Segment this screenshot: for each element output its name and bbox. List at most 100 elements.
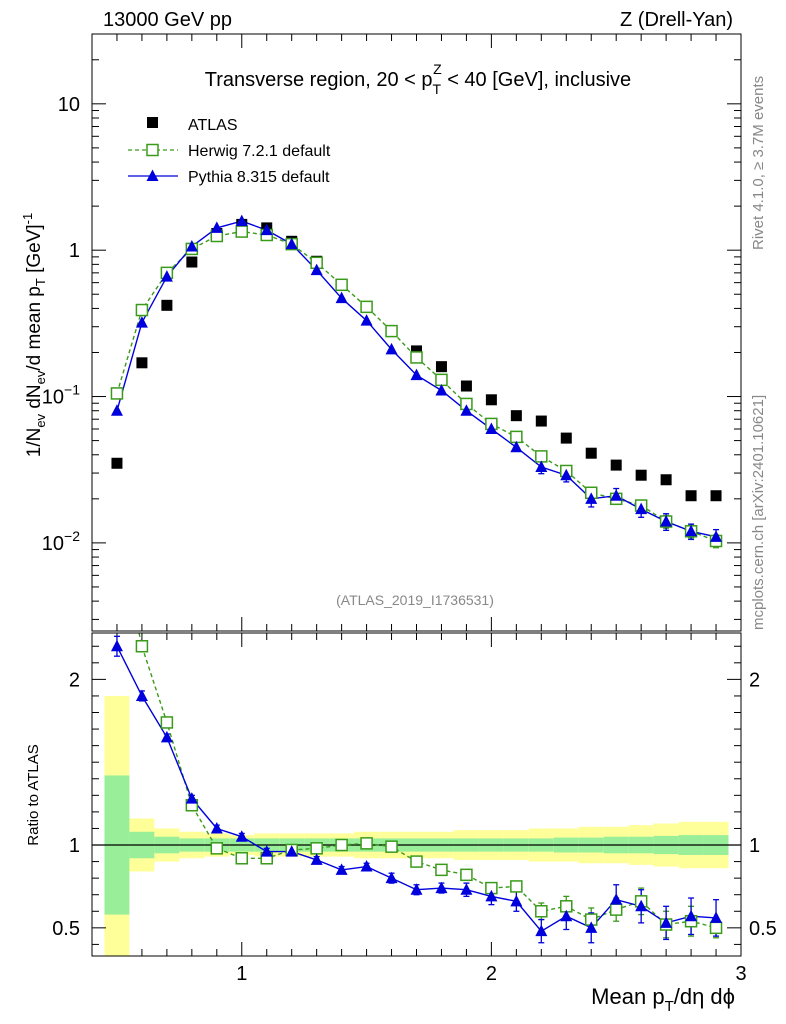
atlas-data-point: [485, 394, 497, 406]
pythia-main-point: [235, 214, 248, 227]
x-tick-label: 3: [735, 963, 746, 985]
herwig-ratio-line: [138, 633, 717, 929]
ratio-y-tick-label-left: 0.5: [52, 918, 80, 940]
main-panel-marks: [110, 214, 723, 549]
pythia-main-point: [460, 404, 473, 416]
pythia-main-point: [185, 239, 198, 252]
xlabel-part-b: /dη dϕ: [674, 984, 735, 1009]
main-y-tick-label: 10−1: [42, 382, 80, 409]
pythia-ratio-point: [510, 894, 523, 907]
herwig-main-point: [410, 351, 423, 364]
pythia-main-point: [710, 530, 723, 542]
pythia-main-point: [260, 223, 273, 236]
herwig-ratio-point: [135, 640, 149, 653]
herwig-ratio-point: [360, 837, 373, 850]
atlas-data-point: [560, 432, 572, 444]
herwig-main-point: [535, 450, 548, 463]
main-panel-background: 10 1 10−1 10−2: [42, 33, 741, 631]
ratio-panel-background: 0.5 0.5 1 1 2 2 1 2 3: [52, 633, 777, 985]
ratio-y-tick-label-right: 0.5: [749, 918, 777, 940]
pythia-ratio-point: [310, 853, 323, 865]
main-y-axis-label: 1/Nev dNev/d mean pT [GeV]-1: [20, 213, 48, 458]
herwig-ratio-point: [111, 525, 122, 536]
pythia-main-point: [135, 316, 148, 328]
ratio-y-tick-label-right: 1: [749, 835, 760, 857]
atlas-data-point: [585, 447, 597, 459]
herwig-main-point: [435, 373, 448, 387]
main-y-tick-base: 10: [42, 387, 64, 409]
pythia-main-point: [360, 314, 373, 326]
main-y-tick-label: 10−2: [42, 528, 80, 555]
atlas-data-point: [610, 459, 622, 471]
legend-label-atlas: ATLAS: [188, 117, 238, 134]
herwig-ratio-point: [709, 921, 723, 935]
legend-marker-pythia: [146, 169, 159, 181]
legend: ATLAS Herwig 7.2.1 default Pythia 8.315 …: [128, 117, 331, 186]
x-axis-label: Mean pT/dη dϕ: [591, 984, 735, 1015]
atlas-data-point: [111, 457, 123, 469]
pythia-ratio-point: [660, 916, 673, 928]
atlas-data-point: [161, 299, 173, 311]
herwig-ratio-point: [535, 905, 548, 918]
pythia-ratio-point: [160, 730, 173, 743]
pythia-main-point: [585, 492, 598, 504]
herwig-main-point: [510, 430, 523, 444]
herwig-main-line: [116, 230, 717, 542]
herwig-main-point: [385, 324, 398, 338]
ylabel-sub-2: ev: [33, 370, 48, 384]
main-y-tick-label: 1: [69, 240, 80, 262]
pythia-ratio-point: [135, 689, 148, 701]
herwig-ratio-point: [609, 903, 623, 916]
pythia-ratio-point: [610, 893, 623, 905]
herwig-ratio-point: [435, 863, 448, 877]
atlas-data-point: [186, 256, 198, 268]
herwig-ratio-point: [460, 868, 473, 882]
herwig-main-point: [335, 278, 348, 292]
pythia-ratio-point: [460, 883, 473, 895]
ratio-y-tick-label-left: 1: [69, 835, 80, 857]
pythia-main-point: [660, 515, 673, 527]
main-title-sub: T: [433, 81, 442, 97]
pythia-ratio-point: [185, 792, 198, 804]
herwig-ratio-point: [410, 855, 423, 868]
pythia-main-point: [485, 422, 498, 435]
pythia-main-point: [310, 263, 323, 276]
pythia-main-point: [385, 342, 398, 355]
pythia-main-point: [435, 383, 448, 396]
herwig-ratio-point: [510, 880, 523, 893]
herwig-ratio-point: [160, 716, 174, 729]
pythia-ratio-point: [360, 860, 373, 872]
ylabel-part-4: [GeV]: [24, 224, 45, 278]
atlas-data-point: [660, 474, 672, 486]
pythia-main-point: [110, 404, 123, 416]
pythia-main-point: [610, 489, 623, 501]
atlas-data-point: [136, 357, 148, 369]
pythia-ratio-point: [585, 921, 598, 933]
ratio-y-tick-label-right: 2: [749, 669, 760, 691]
pythia-main-point: [210, 221, 223, 233]
pythia-ratio-point: [485, 889, 498, 902]
x-tick-label: 1: [236, 963, 247, 985]
pythia-ratio-point: [710, 911, 723, 923]
rivet-version-label: Rivet 4.1.0, ≥ 3.7M events: [750, 76, 767, 250]
herwig-ratio-point: [310, 842, 323, 855]
herwig-main-point: [235, 225, 249, 238]
pythia-main-point: [635, 502, 648, 515]
herwig-ratio-point: [385, 840, 398, 853]
ylabel-sub-3: T: [33, 278, 48, 286]
ylabel-sup: -1: [20, 213, 35, 225]
herwig-ratio-point: [210, 842, 224, 855]
herwig-main-point: [360, 300, 373, 314]
ratio-y-tick-label-left: 2: [69, 669, 80, 691]
pythia-main-point: [510, 440, 523, 453]
header-right: Z (Drell-Yan): [620, 9, 733, 31]
pythia-ratio-point: [385, 871, 398, 884]
herwig-ratio-point: [335, 838, 348, 852]
pythia-main-point: [335, 291, 348, 304]
pythia-ratio-point: [435, 881, 448, 894]
legend-marker-atlas: [147, 117, 158, 128]
xlabel-part-a: Mean p: [591, 984, 664, 1009]
main-title: Transverse region, 20 < pTZ < 40 [GeV], …: [205, 61, 631, 97]
main-title-part-a: Transverse region, 20 < p: [205, 69, 433, 91]
